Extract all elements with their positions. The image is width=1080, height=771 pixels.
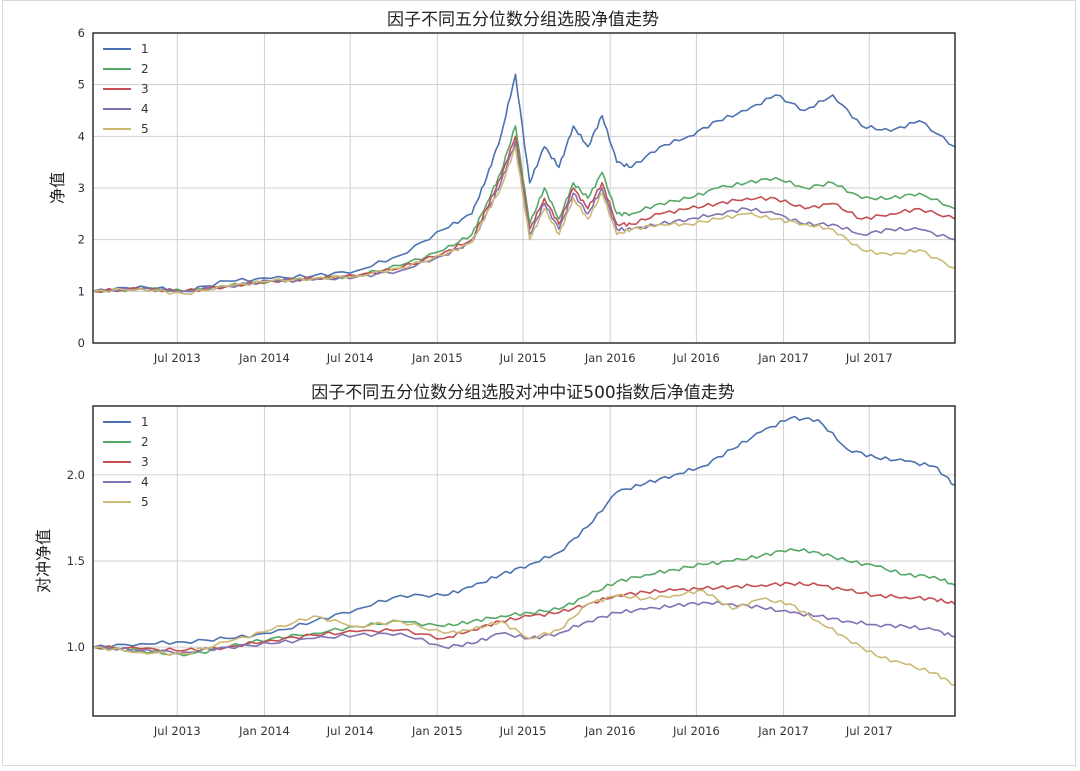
series-line-5 xyxy=(92,589,956,686)
axes-frame xyxy=(92,32,956,344)
legend-label: 3 xyxy=(141,455,149,469)
x-tick-label: Jul 2014 xyxy=(326,724,374,738)
series-line-3 xyxy=(92,135,956,293)
y-tick-label: 2.0 xyxy=(67,468,85,482)
legend: 1 2 3 4 5 xyxy=(103,42,149,136)
chart-title: 因子不同五分位数分组选股净值走势 xyxy=(387,10,659,30)
legend-label: 1 xyxy=(141,415,149,429)
legend-label: 4 xyxy=(141,475,149,489)
legend: 1 2 3 4 5 xyxy=(103,415,149,509)
y-ticks: 1.0 1.5 2.0 xyxy=(67,468,85,654)
plot-hedged-nav: 因子不同五分位数分组选股对冲中证500指数后净值走势 对冲净值 1.0 1.5 2.… xyxy=(34,383,956,738)
series-lines xyxy=(92,73,956,296)
x-tick-label: Jul 2016 xyxy=(672,351,720,365)
series-line-2 xyxy=(92,548,956,657)
y-tick-label: 2 xyxy=(78,233,85,247)
series-line-4 xyxy=(92,140,956,294)
x-tick-label: Jul 2014 xyxy=(326,351,374,365)
legend-label: 1 xyxy=(141,42,149,56)
x-tick-label: Jul 2013 xyxy=(153,724,201,738)
x-tick-label: Jan 2016 xyxy=(584,724,636,738)
y-axis-label: 净值 xyxy=(48,172,67,204)
chart-title: 因子不同五分位数分组选股对冲中证500指数后净值走势 xyxy=(311,383,734,403)
x-tick-label: Jul 2017 xyxy=(845,724,893,738)
y-tick-label: 1 xyxy=(78,284,85,298)
x-tick-label: Jan 2015 xyxy=(411,724,463,738)
y-tick-label: 1.5 xyxy=(67,554,85,568)
x-tick-label: Jan 2016 xyxy=(584,351,636,365)
x-tick-label: Jan 2015 xyxy=(411,351,463,365)
axes-frame xyxy=(92,405,956,717)
y-tick-label: 0 xyxy=(78,336,85,350)
series-line-5 xyxy=(92,145,956,296)
x-ticks: Jul 2013 Jan 2014 Jul 2014 Jan 2015 Jul 2015… xyxy=(153,724,893,738)
legend-label: 5 xyxy=(141,495,149,509)
grid xyxy=(93,406,955,716)
y-ticks: 0 1 2 3 4 5 6 xyxy=(78,26,85,350)
legend-label: 2 xyxy=(141,435,149,449)
x-tick-label: Jan 2014 xyxy=(238,351,290,365)
legend-label: 2 xyxy=(141,62,149,76)
series-line-1 xyxy=(92,73,956,293)
x-tick-label: Jul 2013 xyxy=(153,351,201,365)
y-tick-label: 3 xyxy=(78,181,85,195)
x-tick-label: Jul 2016 xyxy=(672,724,720,738)
series-line-1 xyxy=(92,415,956,649)
x-ticks: Jul 2013 Jan 2014 Jul 2014 Jan 2015 Jul 2015… xyxy=(153,351,893,365)
y-tick-label: 4 xyxy=(78,129,85,143)
series-lines xyxy=(92,415,956,686)
x-tick-label: Jul 2015 xyxy=(499,351,547,365)
legend-label: 4 xyxy=(141,102,149,116)
y-tick-label: 5 xyxy=(78,78,85,92)
series-line-4 xyxy=(92,600,956,655)
x-tick-label: Jul 2015 xyxy=(499,724,547,738)
figure-canvas: 因子不同五分位数分组选股净值走势 净值 0 1 2 3 4 5 6 Jul 2013 Jan … xyxy=(34,10,956,738)
x-tick-label: Jan 2017 xyxy=(757,351,809,365)
y-tick-label: 6 xyxy=(78,26,85,40)
plot-nav: 因子不同五分位数分组选股净值走势 净值 0 1 2 3 4 5 6 Jul 2013 Jan … xyxy=(48,10,956,365)
series-line-2 xyxy=(92,125,956,294)
y-axis-label: 对冲净值 xyxy=(34,529,53,593)
x-tick-label: Jul 2017 xyxy=(845,351,893,365)
x-tick-label: Jan 2014 xyxy=(238,724,290,738)
y-tick-label: 1.0 xyxy=(67,640,85,654)
x-tick-label: Jan 2017 xyxy=(757,724,809,738)
legend-label: 3 xyxy=(141,82,149,96)
legend-label: 5 xyxy=(141,122,149,136)
